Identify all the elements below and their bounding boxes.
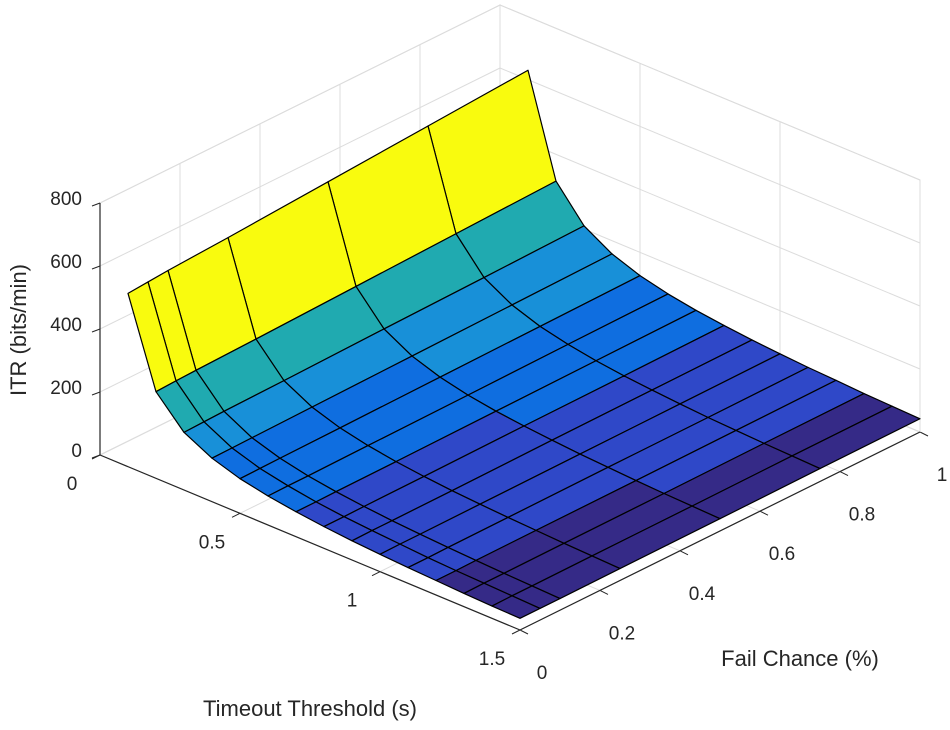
y-tick [919, 431, 929, 437]
x-tick-label: 0.5 [199, 532, 225, 553]
x-tick-label: 1 [347, 591, 358, 612]
grid-line [499, 67, 921, 244]
z-tick [91, 265, 101, 270]
x-axis-label: Timeout Threshold (s) [203, 696, 417, 721]
y-tick-label: 0 [537, 663, 548, 684]
y-tick-label: 0.2 [609, 623, 635, 644]
y-tick-label: 0.6 [769, 544, 795, 565]
z-tick-label: 200 [50, 378, 82, 399]
y-tick [839, 471, 849, 477]
z-tick [91, 391, 101, 396]
x-tick [511, 629, 521, 635]
z-tick [91, 202, 101, 207]
x-tick [371, 571, 381, 577]
grid-line [99, 67, 501, 267]
z-tick-label: 800 [50, 189, 82, 210]
x-tick-label: 1.5 [479, 649, 505, 670]
y-tick [599, 589, 609, 595]
y-tick [679, 550, 689, 556]
x-tick-label: 0 [67, 474, 78, 495]
grid-line [499, 130, 921, 307]
grid-line [99, 4, 501, 204]
y-tick [759, 510, 769, 516]
x-tick [231, 512, 241, 518]
grid-line [499, 4, 921, 181]
y-axis-label: Fail Chance (%) [721, 646, 879, 671]
x-tick [91, 454, 101, 460]
z-tick-label: 0 [71, 441, 82, 462]
z-tick [91, 328, 101, 333]
y-tick-label: 0.8 [849, 505, 875, 526]
z-tick-label: 400 [50, 315, 82, 336]
axis-line [99, 454, 521, 631]
y-tick-label: 0.4 [689, 584, 716, 605]
y-tick-label: 1 [937, 465, 948, 486]
z-tick-label: 600 [50, 252, 82, 273]
surface-face [491, 595, 541, 619]
z-axis-label: ITR (bits/min) [6, 264, 31, 396]
y-tick [519, 629, 529, 635]
axis-line [519, 431, 921, 631]
